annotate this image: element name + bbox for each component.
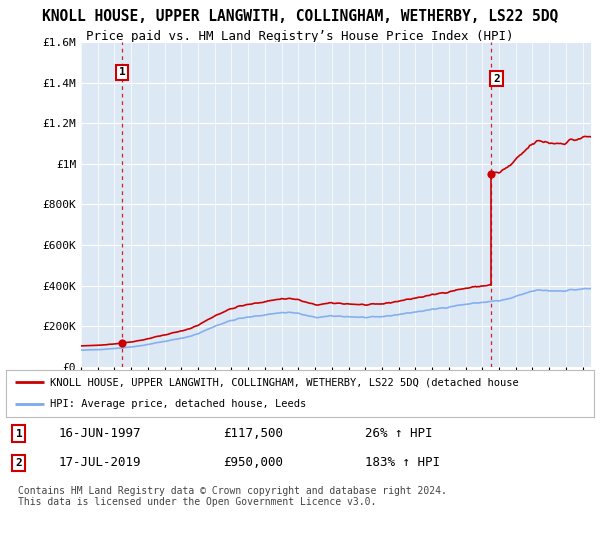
Text: 16-JUN-1997: 16-JUN-1997 (59, 427, 142, 440)
Point (487, 170, 496, 179)
Text: 2: 2 (16, 458, 22, 468)
Text: 26% ↑ HPI: 26% ↑ HPI (365, 427, 432, 440)
Text: Contains HM Land Registry data © Crown copyright and database right 2024.
This d: Contains HM Land Registry data © Crown c… (18, 486, 446, 507)
Text: £117,500: £117,500 (224, 427, 284, 440)
Text: HPI: Average price, detached house, Leeds: HPI: Average price, detached house, Leed… (50, 399, 307, 409)
Text: 1: 1 (119, 67, 125, 77)
Text: KNOLL HOUSE, UPPER LANGWITH, COLLINGHAM, WETHERBY, LS22 5DQ (detached house: KNOLL HOUSE, UPPER LANGWITH, COLLINGHAM,… (50, 377, 519, 388)
Text: 2: 2 (493, 73, 500, 83)
Text: 1: 1 (16, 428, 22, 438)
Text: Price paid vs. HM Land Registry’s House Price Index (HPI): Price paid vs. HM Land Registry’s House … (86, 30, 514, 43)
Text: 17-JUL-2019: 17-JUL-2019 (59, 456, 142, 469)
Point (118, 338, 127, 347)
Text: KNOLL HOUSE, UPPER LANGWITH, COLLINGHAM, WETHERBY, LS22 5DQ: KNOLL HOUSE, UPPER LANGWITH, COLLINGHAM,… (42, 10, 558, 24)
Text: £950,000: £950,000 (224, 456, 284, 469)
Text: 183% ↑ HPI: 183% ↑ HPI (365, 456, 440, 469)
